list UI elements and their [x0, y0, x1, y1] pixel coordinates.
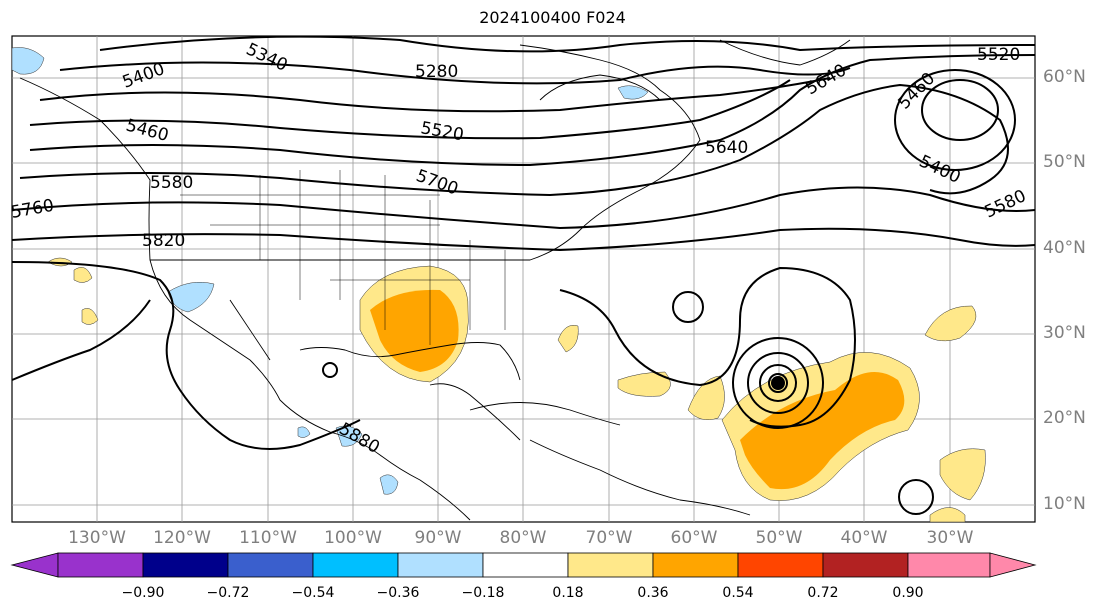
colorbar-cell — [567, 552, 654, 578]
colorbar-tick-label: 0.18 — [552, 585, 584, 601]
coastlines — [19, 39, 851, 521]
colorbar-cell — [822, 552, 909, 578]
colorbar-tick-label: −0.36 — [376, 585, 420, 601]
colorbar-tick-label: −0.54 — [291, 585, 335, 601]
state-borders — [180, 170, 506, 345]
lon-label: 30°W — [926, 528, 974, 548]
map-title: 2024100400 F024 — [479, 8, 626, 27]
lon-label: 70°W — [585, 528, 633, 548]
colorbar-cell — [737, 552, 824, 578]
colorbar-cell — [652, 552, 739, 578]
lon-label: 60°W — [670, 528, 718, 548]
lat-label: 20°N — [1043, 408, 1086, 428]
lon-label: 50°W — [755, 528, 803, 548]
colorbar-tick-label: 0.54 — [722, 585, 754, 601]
colorbar-tick-label: 0.90 — [892, 585, 924, 601]
lat-label: 50°N — [1043, 152, 1086, 172]
colorbar-cell — [10, 552, 59, 578]
colorbar-tick-label: −0.72 — [206, 585, 250, 601]
colorbar — [10, 552, 1037, 578]
lon-label: 100°W — [324, 528, 382, 548]
colorbar-cell — [142, 552, 229, 578]
colorbar-cell — [907, 552, 991, 578]
lat-label: 40°N — [1043, 238, 1086, 258]
colorbar-cell — [397, 552, 484, 578]
colorbar-tick-label: 0.72 — [807, 585, 839, 601]
colorbar-tick-label: −0.18 — [461, 585, 505, 601]
lat-label: 60°N — [1043, 67, 1086, 87]
colorbar-tick-label: 0.36 — [637, 585, 669, 601]
height-contours — [11, 35, 1036, 515]
cyclone-center — [771, 376, 785, 390]
contour-label: 5520 — [977, 45, 1020, 65]
contour-label: 5640 — [705, 138, 748, 158]
lon-label: 40°W — [840, 528, 888, 548]
colorbar-cell — [482, 552, 569, 578]
colorbar-cell — [989, 552, 1037, 578]
colorbar-cell — [57, 552, 144, 578]
lat-label: 10°N — [1043, 494, 1086, 514]
lon-label: 90°W — [414, 528, 462, 548]
lon-label: 120°W — [153, 528, 211, 548]
lon-label: 130°W — [68, 528, 126, 548]
lat-label: 30°N — [1043, 323, 1086, 343]
lon-label: 110°W — [239, 528, 297, 548]
contour-label: 5280 — [415, 62, 458, 82]
colorbar-cell — [227, 552, 314, 578]
colorbar-cell — [312, 552, 399, 578]
lon-label: 80°W — [499, 528, 547, 548]
contour-label: 5820 — [142, 231, 185, 251]
contour-label: 5580 — [150, 173, 193, 193]
colorbar-tick-label: −0.90 — [121, 585, 165, 601]
